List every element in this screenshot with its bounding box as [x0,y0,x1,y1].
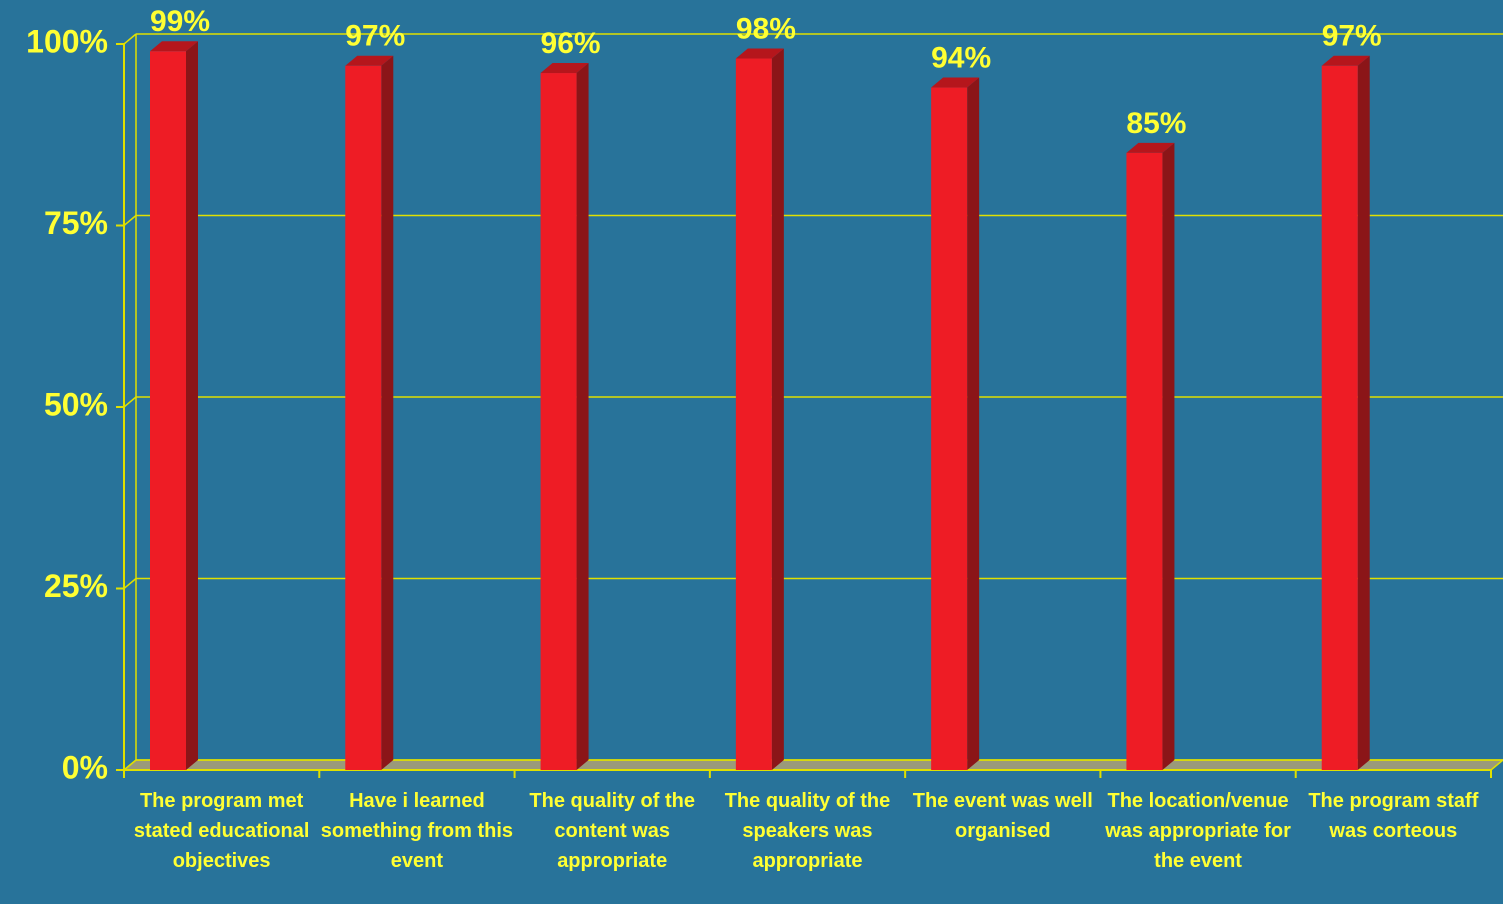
bar [150,51,186,770]
value-label: 98% [736,12,796,45]
value-label: 97% [345,20,405,53]
bar [1321,65,1358,770]
x-tick-label: The event was well organised [912,790,1093,842]
grid-line-side [123,759,137,771]
bar-top [1321,55,1370,66]
bar [735,58,772,770]
grid-line-side [123,396,137,408]
value-label: 99% [150,5,210,38]
bar-side [186,41,198,770]
bar-side [576,63,589,771]
y-tick-label: 25% [44,568,108,604]
x-tick-label: The location/venue was appropriate for t… [1105,790,1291,872]
floor [121,759,1503,771]
value-label: 85% [1126,107,1186,140]
bar-top [735,48,784,59]
value-label: 96% [541,27,601,60]
bar [931,87,968,770]
bar-side [381,55,394,770]
x-tick-label: The program met stated educational objec… [133,790,310,872]
bar-side [1162,142,1175,770]
bar-top [1126,142,1175,153]
grid-line-side [123,577,137,590]
y-tick-label: 100% [26,23,108,59]
bar-side [967,77,980,770]
y-tick-label: 0% [62,749,108,785]
bar [1126,152,1163,770]
bar-top [345,55,394,66]
x-tick-label: Have i learned something from this event [320,790,514,872]
y-tick-label: 75% [44,205,108,241]
grid-line-side [123,33,137,45]
value-label: 94% [931,41,991,74]
bar [345,65,382,770]
bar [540,73,577,771]
x-tick-label: The quality of the speakers was appropri… [724,790,891,872]
bar-top [540,63,589,74]
y-tick-label: 50% [44,386,108,422]
x-tick-label: The quality of the content was appropria… [529,790,695,872]
bar-side [771,48,784,770]
value-label: 97% [1322,20,1382,53]
bar-top [931,77,980,88]
grid-line-side [123,214,137,227]
bar-top [150,41,198,52]
bar-side [1357,55,1370,770]
x-tick-label: The program staff was corteous [1308,790,1479,842]
